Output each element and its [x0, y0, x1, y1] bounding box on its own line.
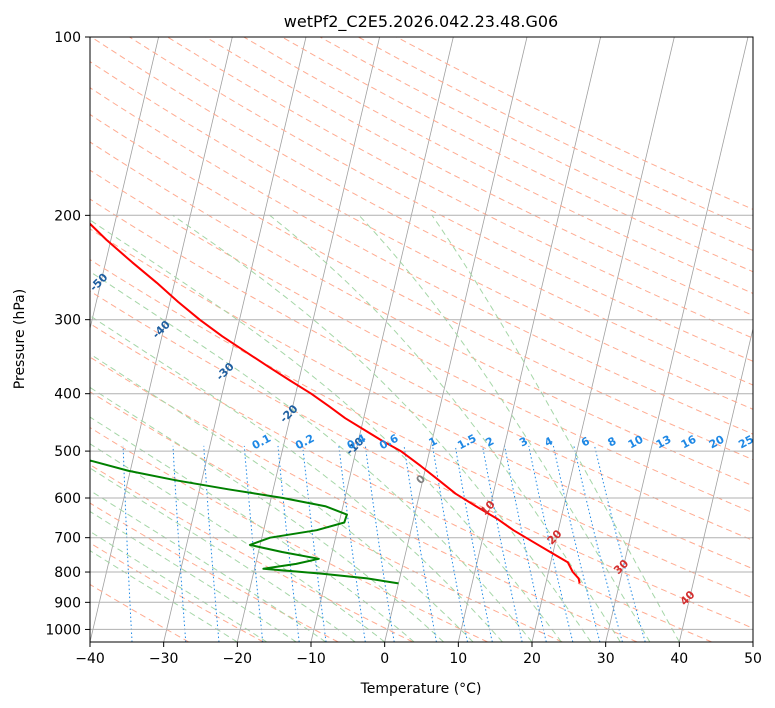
- dry-adiabat-line: [243, 37, 753, 294]
- moist-adiabat-line: [90, 416, 415, 642]
- dry-adiabat-line: [90, 113, 753, 461]
- moist-adiabat-line: [90, 315, 503, 642]
- y-axis-title: Pressure (hPa): [12, 289, 28, 389]
- isotherm-line: [90, 37, 233, 642]
- mixing-ratio-line: [172, 445, 187, 642]
- dry-adiabat-line: [205, 37, 753, 317]
- mixing-ratio-line: [243, 445, 264, 642]
- moist-adiabat-line: [358, 214, 651, 642]
- dry-adiabat-line: [90, 323, 712, 642]
- mixing-ratio-label: 25: [736, 433, 756, 452]
- x-tick-label: 20: [523, 651, 541, 667]
- mixing-ratio-line: [277, 445, 300, 642]
- x-tick-label: −20: [223, 651, 253, 667]
- moist-adiabat-line: [90, 550, 238, 642]
- isotherm-line: [531, 37, 675, 642]
- isotherm-line: [678, 326, 753, 642]
- mixing-ratio-line: [203, 445, 220, 642]
- moist-adiabat-line: [90, 270, 533, 642]
- dry-adiabat-line: [90, 356, 638, 642]
- x-tick-label: −30: [149, 651, 179, 667]
- dry-adiabat-line: [90, 502, 339, 642]
- moist-adiabat-line: [431, 215, 680, 642]
- dewpoint-profile-line: [90, 459, 399, 585]
- mixing-ratio-line: [573, 445, 623, 642]
- x-tick-label: 10: [449, 651, 467, 667]
- mixing-ratio-line: [302, 445, 327, 642]
- isotherm-line: [163, 37, 307, 642]
- x-tick-label: 40: [670, 651, 688, 667]
- mixing-ratio-line: [364, 445, 395, 642]
- x-axis-title: Temperature (°C): [360, 681, 482, 697]
- y-tick-label: 700: [54, 531, 81, 547]
- moist-adiabat-line: [90, 443, 385, 642]
- x-tick-label: −40: [75, 651, 105, 667]
- mixing-ratio-label: 10: [626, 433, 646, 452]
- mixing-ratio-line: [432, 445, 468, 642]
- dry-adiabat-line: [90, 198, 753, 541]
- dry-adiabat-line: [90, 37, 753, 386]
- mixing-ratio-label: 16: [679, 433, 699, 452]
- plot-frame: [89, 36, 754, 643]
- isotherm-line: [384, 37, 528, 642]
- y-tick-label: 200: [54, 208, 81, 224]
- moist-adiabat-line: [90, 353, 474, 642]
- dry-adiabat-line: [90, 141, 753, 487]
- isotherm-line: [605, 37, 749, 642]
- y-tick-label: 400: [54, 387, 81, 403]
- mixing-ratio-line: [403, 445, 437, 642]
- moist-adiabat-line: [90, 467, 356, 642]
- y-tick-label: 300: [54, 313, 81, 329]
- moist-adiabat-line: [90, 386, 444, 642]
- dry-adiabat-line: [90, 169, 753, 514]
- isotherm-line: [457, 37, 601, 642]
- dry-adiabat-line: [90, 427, 488, 642]
- y-tick-label: 800: [54, 565, 81, 581]
- isotherm-line: [90, 37, 159, 331]
- dry-adiabat-line: [90, 583, 190, 642]
- y-tick-label: 100: [54, 30, 81, 46]
- x-tick-label: −10: [296, 651, 326, 667]
- dry-adiabat-line: [90, 464, 414, 642]
- mixing-ratio-line: [454, 445, 493, 642]
- mixing-ratio-line: [552, 445, 601, 642]
- x-tick-label: 30: [597, 651, 615, 667]
- mixing-ratio-line: [122, 445, 133, 642]
- temperature-profile-line: [90, 222, 581, 584]
- mixing-ratio-line: [482, 445, 523, 642]
- moist-adiabat-line: [90, 219, 562, 642]
- y-tick-label: 900: [54, 595, 81, 611]
- y-tick-label: 500: [54, 444, 81, 460]
- moist-adiabat-line: [269, 214, 621, 642]
- mixing-ratio-line: [594, 445, 646, 642]
- mixing-ratio-line: [528, 445, 574, 642]
- y-tick-label: 1000: [45, 622, 81, 638]
- mixing-ratio-label: 13: [654, 433, 674, 452]
- chart-title: wetPf2_C2E5.2026.042.23.48.G06: [284, 12, 558, 32]
- mixing-ratio-line: [504, 445, 547, 642]
- y-tick-label: 600: [54, 491, 81, 507]
- dry-adiabat-line: [90, 259, 753, 599]
- dry-adiabat-line: [90, 228, 753, 570]
- x-tick-label: 0: [380, 651, 389, 667]
- mixing-ratio-line: [338, 445, 366, 642]
- dry-adiabat-line: [129, 37, 753, 362]
- mixing-ratio-label: 20: [707, 433, 727, 452]
- x-tick-label: 50: [744, 651, 762, 667]
